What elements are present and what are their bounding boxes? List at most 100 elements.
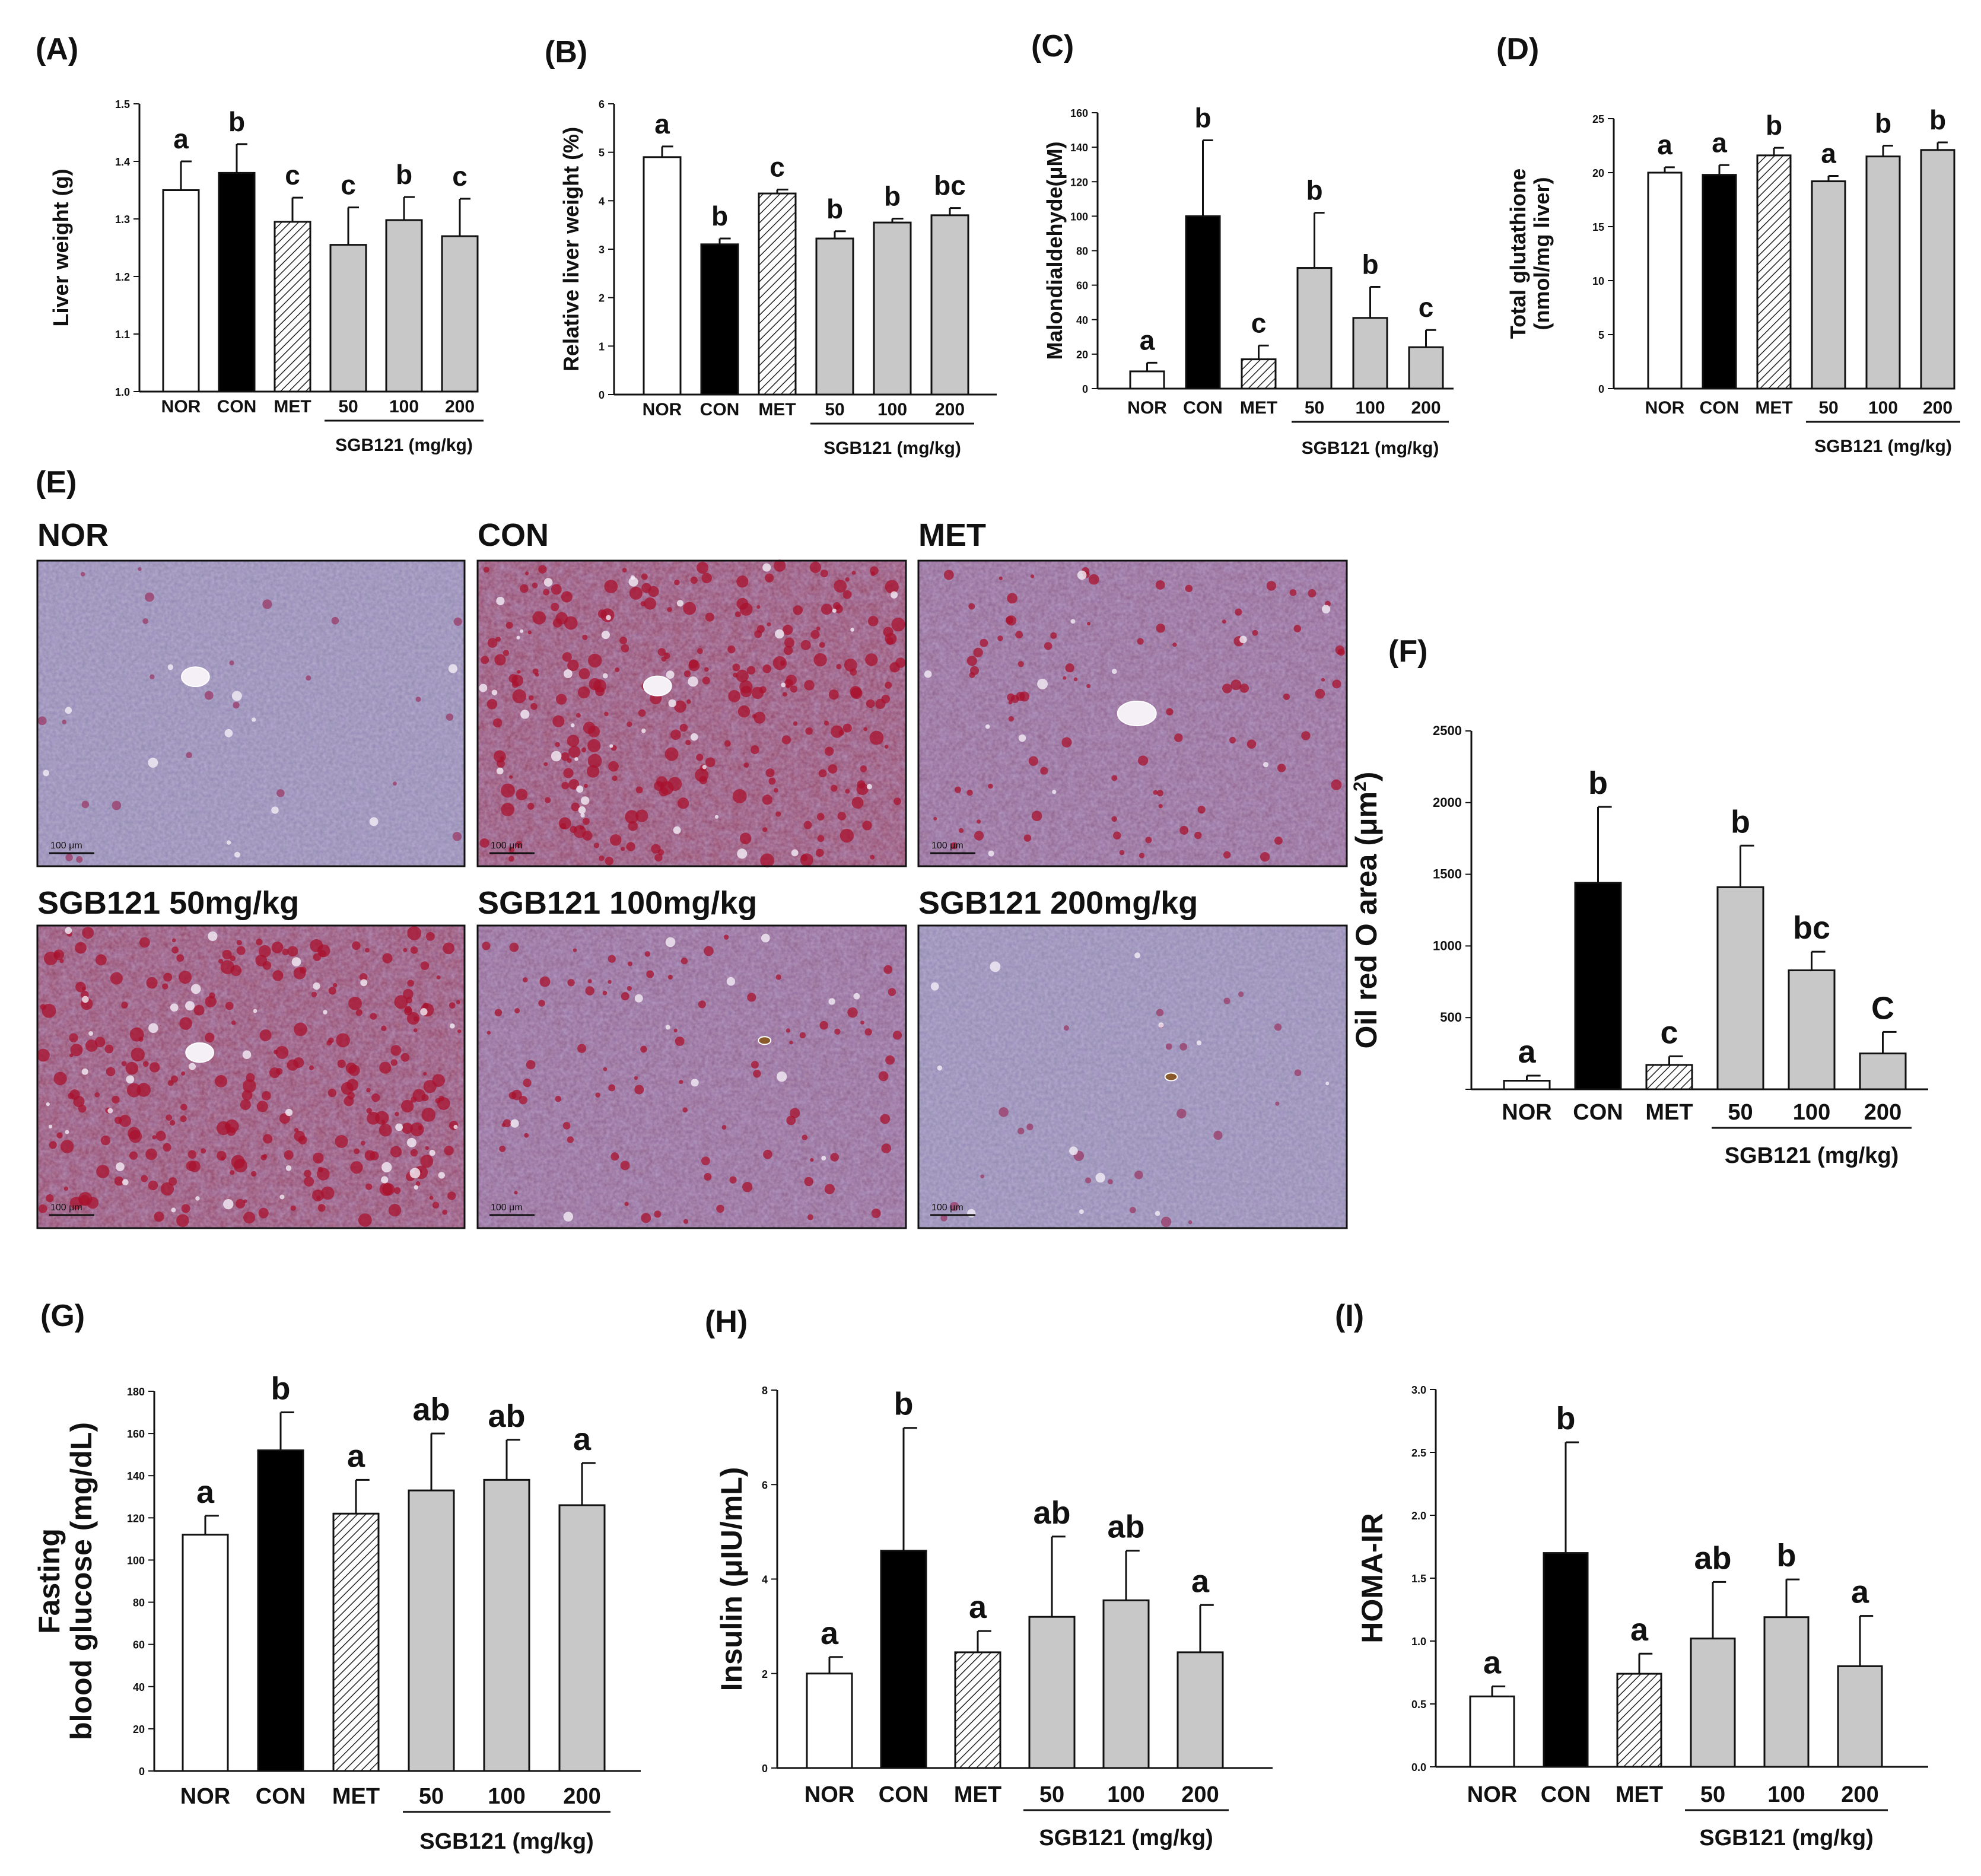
lipid-droplet — [358, 1213, 372, 1227]
vacuole — [967, 1209, 976, 1218]
lipid-droplet — [615, 667, 620, 672]
lipid-droplet — [1010, 695, 1019, 703]
significance-letter: b — [1306, 175, 1322, 206]
lipid-droplet — [508, 856, 514, 862]
lipid-droplet — [810, 1158, 814, 1162]
lipid-droplet — [625, 810, 639, 824]
lipid-droplet — [638, 709, 646, 717]
lipid-droplet — [347, 1092, 355, 1100]
lipid-droplet — [483, 567, 489, 573]
y-axis-label: Insulin (μIU/mL) — [715, 1467, 748, 1691]
lipid-droplet — [673, 1028, 678, 1032]
bar-50 — [1296, 267, 1333, 390]
lipid-droplet — [129, 1151, 138, 1160]
x-tick-label: CON — [256, 1784, 306, 1809]
lipid-droplet — [294, 1128, 299, 1133]
lipid-droplet — [634, 1076, 638, 1080]
lipid-droplet — [732, 789, 747, 803]
x-tick-label: CON — [1183, 398, 1223, 418]
lipid-droplet — [96, 1165, 110, 1178]
lipid-droplet — [587, 979, 592, 984]
x-tick-label: CON — [700, 400, 740, 419]
vacuole — [850, 628, 854, 632]
lipid-droplet — [1008, 716, 1014, 722]
lipid-droplet — [724, 740, 731, 747]
lipid-droplet — [773, 559, 786, 572]
lipid-droplet — [793, 605, 803, 615]
vacuole — [1196, 1040, 1202, 1045]
significance-letter: c — [452, 161, 468, 192]
lipid-droplet — [179, 971, 192, 984]
lipid-droplet — [94, 1036, 106, 1048]
significance-letter: a — [1851, 1575, 1869, 1610]
lipid-droplet — [696, 753, 704, 761]
lipid-droplet — [608, 761, 619, 772]
lipid-droplet — [567, 758, 572, 763]
lipid-droplet — [538, 565, 547, 574]
significance-letter: c — [341, 170, 356, 201]
histology-image-5: SGB121 100mg/kg 100 μm — [476, 885, 907, 1229]
chart-C: (C) 0 20 40 60 80 100 120 140 160 a NOR b CON c MET b 50 b… — [1031, 29, 1454, 458]
lipid-droplet — [527, 803, 535, 810]
vacuole — [224, 729, 233, 737]
lipid-droplet — [1088, 574, 1099, 585]
lipid-droplet — [171, 938, 176, 943]
bar-100 — [483, 1478, 530, 1772]
lipid-droplet — [1301, 731, 1311, 740]
lipid-droplet — [352, 941, 361, 950]
lipid-droplet — [578, 686, 590, 699]
lipid-droplet — [742, 1181, 753, 1193]
lipid-droplet — [765, 768, 775, 778]
bar-200 — [930, 214, 969, 396]
lipid-droplet — [180, 1115, 187, 1123]
vacuole — [1155, 1211, 1160, 1216]
lipid-droplet — [65, 854, 73, 861]
lipid-droplet — [1085, 1177, 1092, 1184]
vacuole — [641, 728, 646, 733]
lipid-droplet — [958, 828, 964, 834]
vacuole — [82, 996, 89, 1003]
image-frame — [476, 559, 907, 867]
lipid-droplet — [37, 1048, 50, 1062]
bar-CON — [700, 243, 739, 396]
x-tick-label: 50 — [1818, 398, 1838, 418]
lipid-droplet — [578, 668, 590, 679]
vacuole — [791, 849, 799, 857]
y-tick-label: 40 — [1076, 314, 1088, 326]
bar-50 — [408, 1489, 455, 1772]
lipid-droplet — [1017, 661, 1024, 667]
lipid-droplet — [110, 972, 123, 985]
lipid-droplet — [705, 757, 716, 767]
lipid-droplet — [1019, 691, 1030, 702]
lipid-droplet — [539, 976, 551, 987]
vacuole — [122, 1179, 129, 1185]
bar-CON — [218, 171, 256, 393]
lipid-droplet — [526, 1060, 536, 1070]
lipid-droplet — [1008, 700, 1013, 705]
lipid-droplet — [321, 1186, 335, 1200]
lipid-droplet — [360, 1140, 365, 1146]
lipid-droplet — [271, 942, 284, 953]
x-tick-label: MET — [1240, 398, 1277, 418]
bar-NOR — [1647, 171, 1683, 390]
lipid-droplet — [251, 1171, 257, 1177]
lipid-droplet — [561, 752, 570, 761]
bar-NOR — [1129, 370, 1165, 390]
lipid-droplet — [354, 1148, 360, 1155]
lipid-droplet — [1061, 737, 1072, 748]
y-tick-label: 1 — [599, 341, 605, 352]
lipid-droplet — [670, 729, 681, 740]
lipid-droplet — [331, 616, 339, 625]
lipid-droplet — [870, 571, 876, 576]
bar-charts: (A)1.01.11.21.31.41.5aNORbCONcMETc50b100… — [33, 29, 1960, 1854]
bar-MET — [1756, 154, 1792, 390]
vacuole — [438, 1172, 445, 1179]
lipid-droplet — [1239, 683, 1249, 693]
bar-100 — [1865, 155, 1901, 390]
lipid-droplet — [954, 786, 961, 793]
lipid-droplet — [298, 1136, 307, 1144]
lipid-droplet — [1321, 678, 1325, 682]
lipid-droplet — [230, 1170, 235, 1175]
lipid-droplet — [893, 797, 901, 806]
lipid-droplet — [1086, 683, 1091, 688]
